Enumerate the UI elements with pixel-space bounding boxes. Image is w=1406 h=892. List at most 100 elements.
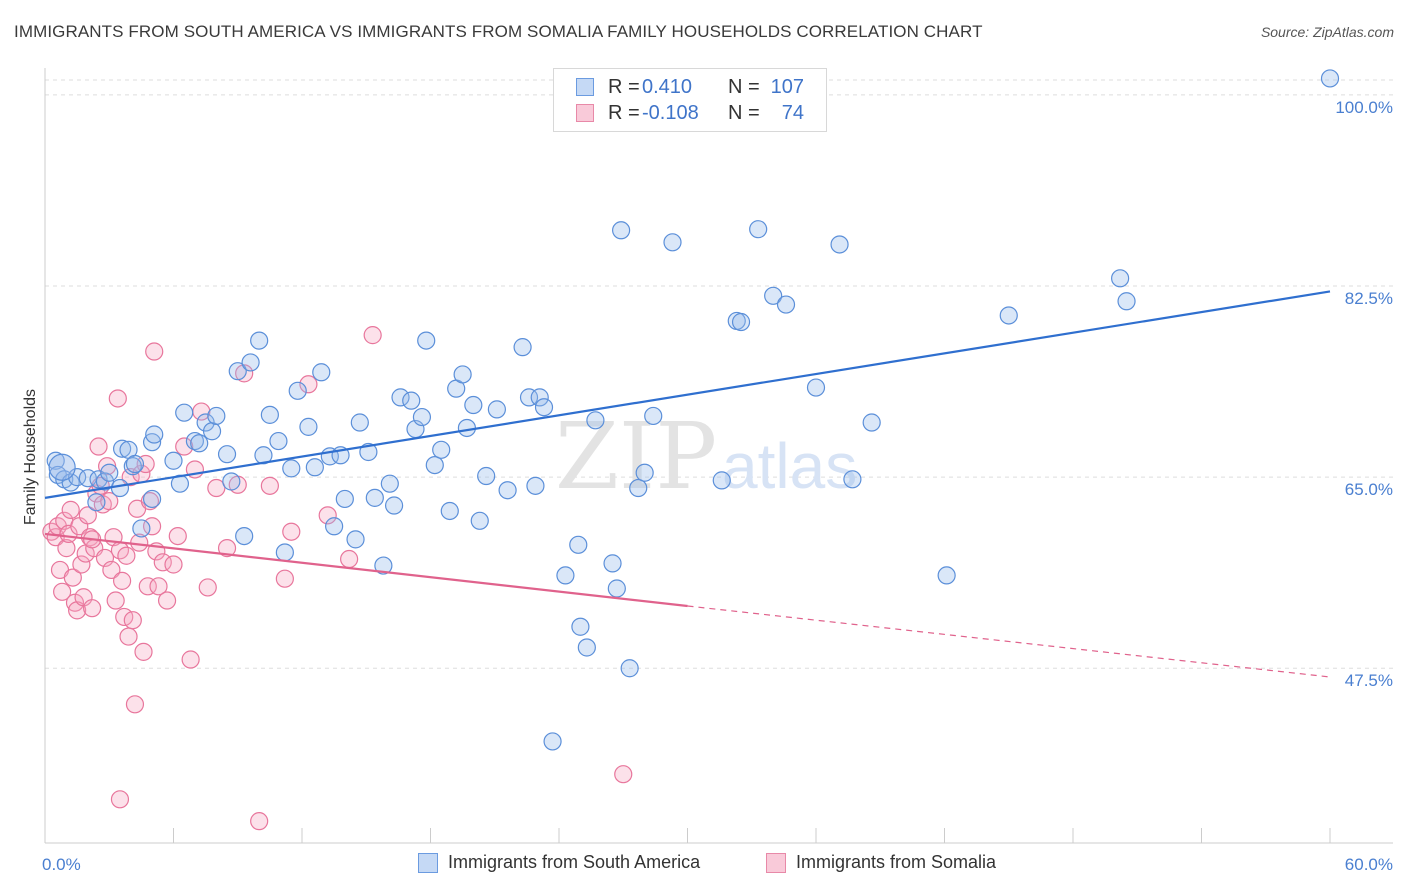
point-south-america bbox=[487, 400, 506, 419]
trend-line-south-america bbox=[44, 290, 1331, 499]
point-south-america bbox=[764, 286, 783, 305]
point-somalia bbox=[57, 539, 76, 558]
point-somalia bbox=[83, 599, 102, 618]
point-somalia bbox=[282, 522, 301, 541]
legend-n-label: N = bbox=[728, 75, 760, 98]
point-somalia bbox=[110, 790, 130, 809]
point-south-america bbox=[95, 472, 115, 491]
point-somalia bbox=[89, 437, 108, 456]
point-south-america bbox=[48, 453, 76, 481]
point-south-america bbox=[275, 543, 294, 562]
legend-n-value: 107 bbox=[770, 75, 804, 98]
point-south-america bbox=[1111, 269, 1130, 288]
point-somalia bbox=[207, 478, 226, 498]
legend-swatch-blue bbox=[576, 78, 594, 96]
point-south-america bbox=[749, 220, 768, 239]
point-somalia bbox=[275, 569, 294, 588]
point-south-america bbox=[384, 496, 404, 515]
point-south-america bbox=[425, 455, 444, 475]
legend-r-label: R = bbox=[608, 101, 640, 124]
point-south-america bbox=[325, 517, 344, 536]
point-somalia bbox=[98, 457, 117, 476]
point-somalia bbox=[102, 560, 121, 580]
point-south-america bbox=[288, 381, 307, 400]
point-somalia bbox=[119, 627, 138, 646]
legend-n-label: N = bbox=[728, 101, 760, 124]
point-somalia bbox=[198, 578, 217, 597]
point-south-america bbox=[380, 474, 399, 493]
point-somalia bbox=[157, 591, 177, 610]
point-south-america bbox=[464, 395, 483, 415]
point-somalia bbox=[145, 342, 164, 361]
legend-item-somalia[interactable]: Immigrants from Somalia bbox=[766, 852, 996, 873]
y-axis-title: Family Households bbox=[22, 389, 39, 525]
point-south-america bbox=[477, 466, 496, 486]
point-somalia bbox=[142, 517, 162, 536]
point-somalia bbox=[123, 611, 142, 630]
point-south-america bbox=[100, 463, 119, 482]
point-south-america bbox=[569, 535, 588, 554]
point-south-america bbox=[164, 451, 183, 470]
point-south-america bbox=[260, 405, 279, 424]
point-south-america bbox=[620, 659, 639, 678]
point-south-america bbox=[432, 440, 451, 459]
point-somalia bbox=[149, 577, 168, 596]
point-south-america bbox=[530, 388, 549, 407]
trend-line-somalia-extension bbox=[687, 605, 1331, 678]
legend-label: Immigrants from Somalia bbox=[796, 852, 997, 872]
axes bbox=[44, 68, 1393, 844]
point-somalia bbox=[340, 549, 359, 569]
point-south-america bbox=[145, 425, 164, 444]
point-south-america bbox=[87, 493, 106, 512]
point-south-america bbox=[513, 338, 532, 357]
y-tick-label: 47.5% bbox=[1345, 671, 1393, 690]
legend-r-label: R = bbox=[608, 75, 640, 98]
point-south-america bbox=[391, 388, 410, 407]
point-somalia bbox=[299, 375, 318, 394]
point-south-america bbox=[346, 530, 365, 549]
point-somalia bbox=[181, 650, 200, 669]
x-tick-label: 0.0% bbox=[42, 855, 81, 874]
point-somalia bbox=[168, 526, 187, 546]
point-somalia bbox=[78, 506, 97, 525]
point-south-america bbox=[526, 476, 545, 495]
point-south-america bbox=[603, 554, 622, 573]
point-south-america bbox=[374, 556, 393, 575]
point-south-america bbox=[453, 365, 472, 384]
point-south-america bbox=[132, 519, 151, 538]
chart-title: IMMIGRANTS FROM SOUTH AMERICA VS IMMIGRA… bbox=[14, 22, 983, 41]
x-tick-label: 60.0% bbox=[1345, 855, 1393, 874]
point-south-america bbox=[776, 295, 796, 314]
point-south-america bbox=[1320, 69, 1340, 88]
watermark: ZIP atlas bbox=[555, 403, 857, 510]
point-south-america bbox=[612, 221, 631, 240]
point-south-america bbox=[305, 458, 324, 477]
y-tick-label: 65.0% bbox=[1345, 480, 1393, 499]
point-south-america bbox=[350, 413, 369, 432]
point-south-america bbox=[222, 472, 241, 491]
point-south-america bbox=[586, 411, 605, 430]
point-south-america bbox=[110, 478, 130, 498]
source-label: Source: ZipAtlas.com bbox=[1260, 24, 1394, 40]
watermark-atlas: atlas bbox=[722, 430, 857, 502]
point-south-america bbox=[359, 442, 378, 462]
point-somalia bbox=[108, 389, 127, 408]
point-south-america bbox=[731, 312, 751, 332]
legend-swatch-blue bbox=[418, 852, 438, 873]
point-south-america bbox=[629, 478, 648, 498]
point-south-america bbox=[843, 470, 862, 489]
point-south-america bbox=[534, 398, 554, 417]
point-somalia bbox=[72, 555, 91, 574]
point-south-america bbox=[112, 439, 132, 458]
point-south-america bbox=[644, 406, 663, 426]
point-south-america bbox=[1117, 292, 1136, 311]
trend-line-somalia bbox=[44, 532, 688, 608]
series-somalia-points bbox=[42, 326, 633, 831]
legend-item-south-america[interactable]: Immigrants from South America bbox=[418, 852, 700, 873]
point-south-america bbox=[217, 445, 237, 464]
point-south-america bbox=[543, 732, 562, 751]
trend-lines bbox=[44, 290, 1331, 678]
legend-r-value: 0.410 bbox=[642, 75, 693, 98]
point-south-america bbox=[235, 526, 254, 546]
